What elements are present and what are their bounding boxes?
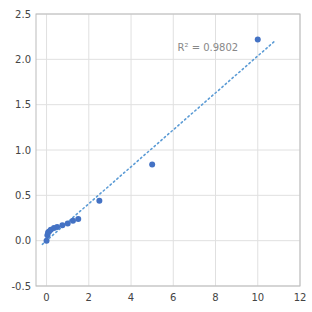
- scatter-point: [59, 222, 65, 228]
- plot-frame: [36, 14, 300, 286]
- scatter-point: [44, 238, 50, 244]
- data-area: [42, 36, 274, 244]
- y-grid-line: [36, 59, 300, 60]
- y-tick-label: 2.5: [15, 9, 31, 20]
- trend-line: [42, 41, 274, 244]
- y-tick-label: 0.0: [15, 235, 31, 246]
- grid: [36, 14, 300, 286]
- x-tick-label: 0: [43, 292, 49, 303]
- scatter-point: [65, 220, 71, 226]
- scatter-point: [75, 216, 81, 222]
- y-grid-line: [36, 150, 300, 151]
- scatter-point: [54, 224, 60, 230]
- y-tick-label: 1.0: [15, 145, 31, 156]
- scatter-point: [70, 218, 76, 224]
- x-tick-label: 8: [212, 292, 218, 303]
- y-grid-line: [36, 195, 300, 196]
- x-tick-label: 12: [294, 292, 307, 303]
- background: [0, 0, 312, 312]
- y-grid-line: [36, 104, 300, 105]
- scatter-point: [255, 36, 261, 42]
- y-tick-label: 1.5: [15, 99, 31, 110]
- x-tick-label: 4: [128, 292, 134, 303]
- y-tick-label: -0.5: [11, 281, 31, 292]
- x-tick-label: 2: [86, 292, 92, 303]
- scatter-point: [96, 198, 102, 204]
- tick-labels: 0 2 4 6 8 10 12 -0.5 0.0 0.5 1.0 1.5 2.0 2.5: [11, 9, 306, 304]
- x-tick-label: 6: [170, 292, 176, 303]
- y-tick-label: 0.5: [15, 190, 31, 201]
- scatter-point: [149, 162, 155, 168]
- chart: 0 2 4 6 8 10 12 -0.5 0.0 0.5 1.0 1.5 2.0 2.5 R² = 0.98…: [0, 0, 312, 312]
- annotation: R² = 0.9802: [178, 42, 239, 53]
- y-tick-label: 2.0: [15, 54, 31, 65]
- x-tick-label: 10: [251, 292, 264, 303]
- y-grid-line: [36, 240, 300, 241]
